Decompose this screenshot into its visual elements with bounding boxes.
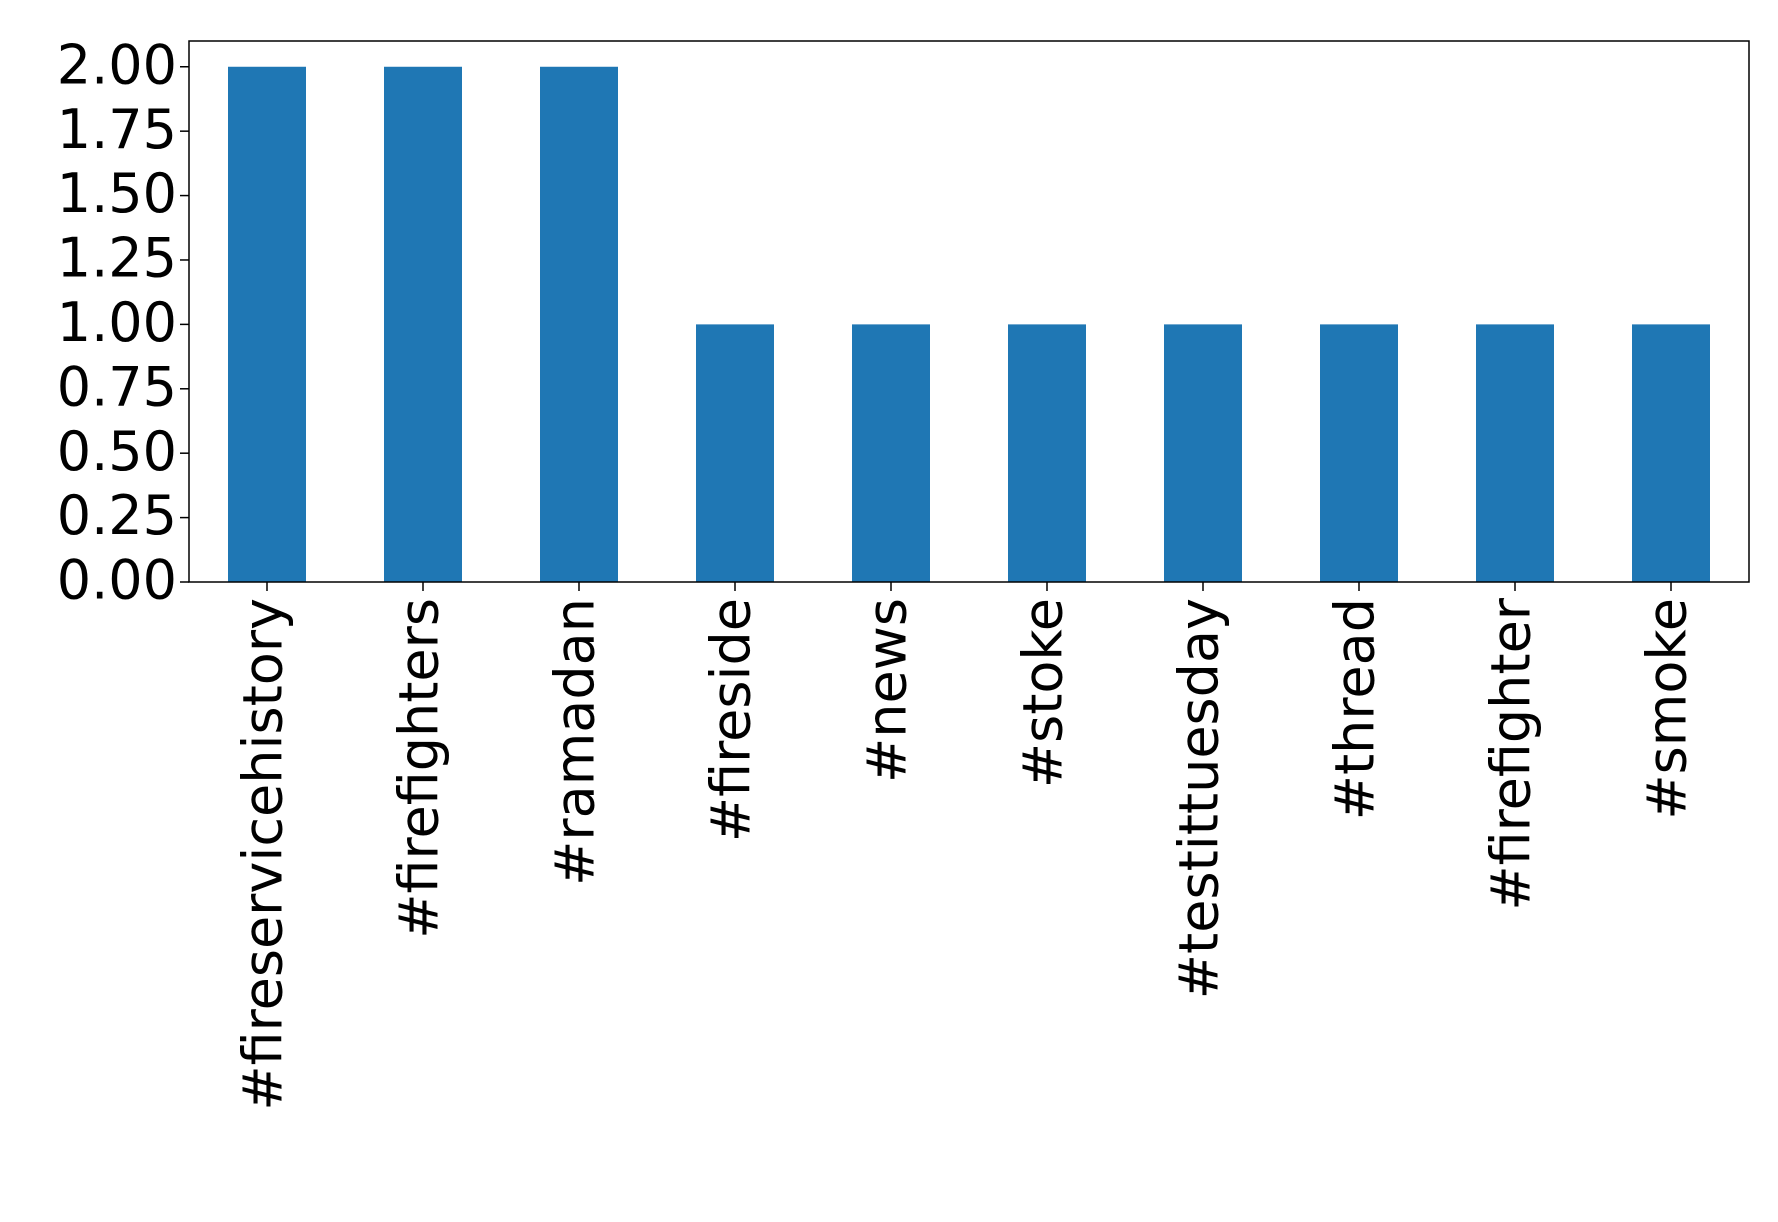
x-tick-label: #fireservicehistory (232, 598, 295, 1111)
y-tick-label: 1.25 (57, 227, 177, 290)
y-tick-label: 1.50 (57, 162, 177, 225)
bar (384, 66, 462, 582)
x-tick-label: #smoke (1636, 598, 1699, 820)
y-tick-label: 0.50 (57, 420, 177, 483)
y-tick-label: 0.75 (57, 355, 177, 418)
y-tick-label: 0.00 (57, 549, 177, 612)
x-tick-label: #testittuesday (1168, 598, 1231, 999)
bar (1476, 324, 1554, 582)
x-tick-label: #firefighters (388, 598, 451, 939)
bar (852, 324, 930, 582)
y-tick-label: 0.25 (57, 484, 177, 547)
y-tick-label: 1.75 (57, 98, 177, 161)
bar (540, 66, 618, 582)
x-tick-label: #ramadan (544, 598, 607, 886)
bar (696, 324, 774, 582)
bar (1632, 324, 1710, 582)
x-tick-label: #news (856, 598, 919, 783)
bar (1164, 324, 1242, 582)
bar (1320, 324, 1398, 582)
bar (228, 66, 306, 582)
x-tick-label: #fireside (700, 598, 763, 842)
x-tick-label: #stoke (1012, 598, 1075, 788)
bar (1008, 324, 1086, 582)
x-tick-label: #firefighter (1480, 597, 1543, 910)
plot-frame (188, 40, 1750, 583)
x-tick-label: #thread (1324, 598, 1387, 820)
y-tick-label: 1.00 (57, 291, 177, 354)
y-tick-label: 2.00 (57, 33, 177, 96)
